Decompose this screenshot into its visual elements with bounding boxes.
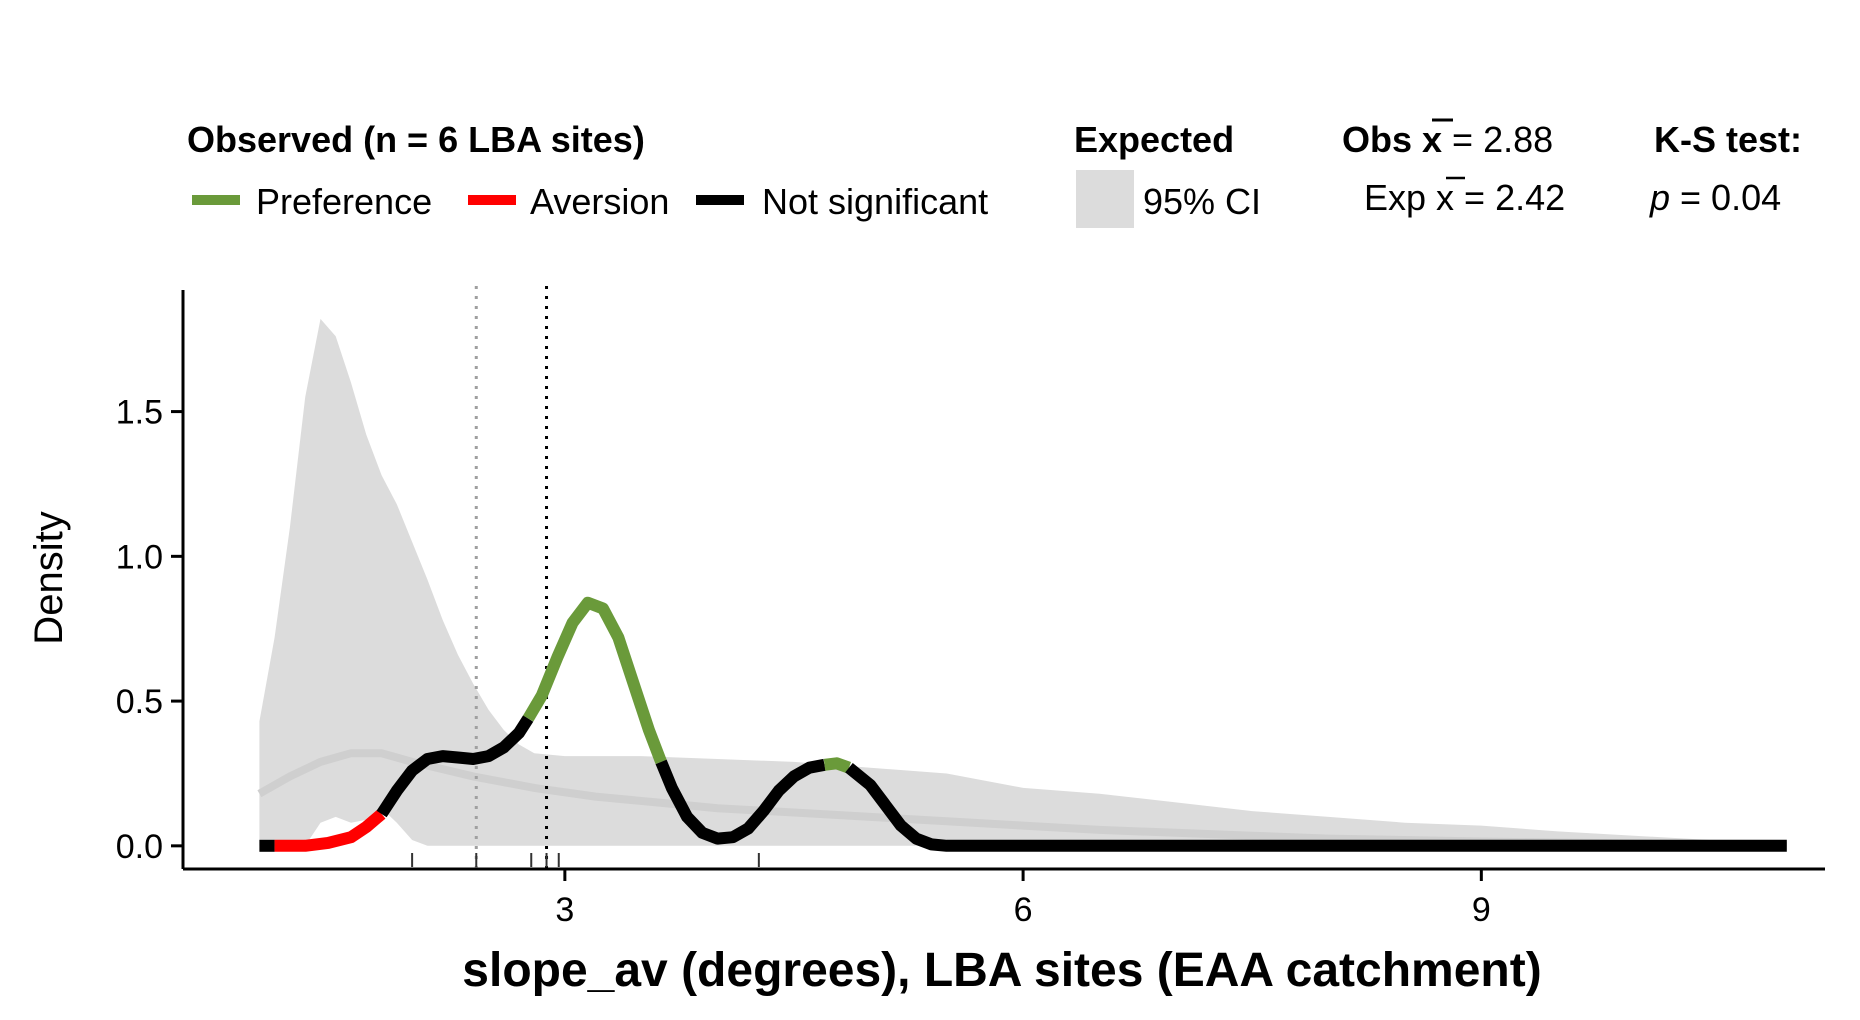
x-axis-label: slope_av (degrees), LBA sites (EAA catch… [462, 944, 1541, 997]
legend-observed-title: Observed (n = 6 LBA sites) [187, 119, 645, 160]
x-ticks: 3 6 9 [555, 869, 1491, 929]
rug-ticks [411, 853, 760, 867]
legend-aversion-swatch [468, 195, 516, 205]
series-segment-preference-3 [523, 596, 667, 765]
legend-aversion-label: Aversion [530, 181, 669, 222]
legend-preference-label: Preference [256, 181, 432, 222]
series-segment-not-significant-4 [655, 758, 826, 845]
obs-mean-symbol: x [1422, 119, 1442, 160]
legend-not-significant-swatch [696, 195, 744, 205]
legend-ci-swatch [1076, 170, 1134, 228]
expected-mean-curve [257, 749, 1787, 850]
legend-ks-title: K-S test: [1654, 119, 1802, 160]
y-tick-label-0: 0.0 [116, 828, 163, 866]
legend-obs-mean: Obs x = 2.88 [1342, 119, 1553, 160]
legend-expected-title: Expected [1074, 119, 1234, 160]
series-segment-not-significant-6 [845, 763, 1787, 852]
x-tick-label-0: 3 [555, 891, 574, 929]
ci-band [259, 318, 1787, 846]
series-segment-aversion-1 [274, 809, 386, 852]
exp-mean-symbol: x [1436, 177, 1454, 218]
legend-ks-p: p = 0.04 [1649, 177, 1781, 218]
legend-exp-mean: Exp x = 2.42 [1364, 177, 1565, 218]
y-tick-label-2: 1.0 [116, 538, 163, 576]
y-tick-label-3: 1.5 [116, 394, 163, 432]
y-axis-label: Density [27, 511, 71, 644]
legend-not-significant-label: Not significant [762, 181, 988, 222]
legend-ci-label: 95% CI [1143, 181, 1261, 222]
y-ticks: 0.0 0.5 1.0 1.5 [116, 394, 183, 866]
x-tick-label-2: 9 [1472, 891, 1491, 929]
legend-preference-swatch [192, 195, 240, 205]
legend: Observed (n = 6 LBA sites) Preference Av… [187, 118, 1802, 228]
plot-area: 3 6 9 0.0 0.5 1.0 1.5 [116, 286, 1825, 929]
series-segment-preference-5 [823, 757, 852, 774]
y-tick-label-1: 0.5 [116, 683, 163, 721]
x-tick-label-1: 6 [1014, 891, 1033, 929]
series-segment-not-significant-2 [376, 715, 534, 818]
observed-series [259, 596, 1787, 852]
